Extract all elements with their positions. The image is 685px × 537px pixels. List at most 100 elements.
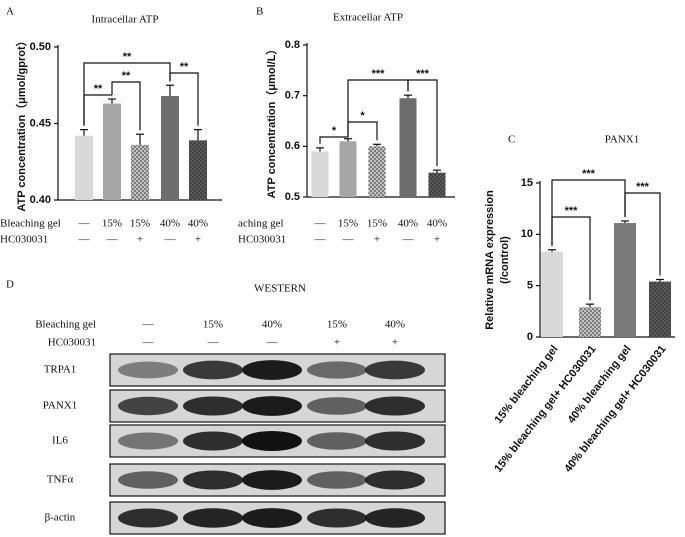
bar (161, 95, 179, 200)
bar (75, 135, 93, 200)
condition-value: — (142, 337, 155, 349)
x-row-value: + (137, 234, 143, 246)
significance-bracket (624, 192, 661, 276)
error-bar (166, 84, 174, 96)
blot-band (307, 361, 367, 379)
blot-band (183, 396, 243, 416)
blot-label: TRPA1 (44, 364, 77, 376)
significance-bracket (169, 72, 199, 126)
significance-label: *** (416, 68, 430, 80)
error-bar (373, 143, 381, 147)
condition-label: HC030031 (48, 337, 96, 349)
x-row-value: 15% (102, 218, 122, 230)
significance-bracket (319, 134, 349, 144)
y-axis-label: ATP concentration（μmol/gprot） (15, 35, 28, 211)
y-tick-label: 0.50 (30, 41, 51, 53)
blot-band (242, 470, 302, 490)
y-tick-label: 15 (521, 177, 533, 189)
bar (649, 281, 671, 337)
x-tick-label: 15% bleaching gel (492, 343, 560, 426)
error-bar (316, 147, 324, 152)
x-row-value: 40% (398, 218, 418, 230)
x-row-value: — (164, 234, 177, 246)
x-row-value: + (374, 234, 380, 246)
panel-letter: B (256, 6, 263, 18)
y-axis-label: Relative mRNA expression (484, 190, 496, 330)
error-bar (136, 133, 144, 145)
significance-label: *** (372, 68, 386, 80)
x-row-value: — (106, 234, 119, 246)
x-row-value: — (78, 234, 91, 246)
significance-bracket (347, 121, 378, 141)
y-axis-label: (/control) (499, 236, 511, 284)
x-row-value: 15% (338, 218, 358, 230)
error-bar (344, 138, 352, 142)
significance-bracket (111, 81, 141, 131)
blot-label: IL6 (52, 435, 68, 447)
error-bar (108, 98, 116, 104)
y-tick-label: 0.45 (30, 117, 51, 129)
blot-band (365, 431, 425, 451)
blot-band (242, 396, 302, 416)
blot-band (365, 360, 425, 380)
blot-band (242, 360, 302, 380)
bar (368, 146, 386, 197)
panel-letter: C (508, 134, 515, 146)
blot-band (307, 397, 367, 415)
bar (339, 141, 357, 197)
blot-band (118, 396, 178, 416)
bar (311, 151, 329, 197)
y-tick-label: 0.40 (30, 194, 51, 206)
x-row-value: 40% (427, 218, 447, 230)
condition-value: 40% (385, 319, 405, 331)
error-bar (586, 303, 594, 308)
x-row-value: — (402, 234, 415, 246)
blot-band (307, 471, 367, 489)
x-row-label: HC030031 (0, 234, 48, 246)
y-tick-label: 0.6 (285, 140, 300, 152)
x-row-value: + (195, 234, 201, 246)
blot-band (118, 432, 178, 450)
x-tick-label: 40% bleaching gel (565, 343, 633, 426)
blot-band (242, 508, 302, 528)
blot-band (307, 508, 367, 528)
panel-title: WESTERN (254, 283, 306, 295)
significance-label: * (332, 125, 337, 137)
blot-band (118, 471, 178, 489)
x-row-value: 15% (130, 218, 150, 230)
panel-letter: D (6, 279, 14, 291)
significance-bracket (347, 79, 409, 135)
bar (399, 98, 417, 197)
y-tick-label: 0 (527, 331, 533, 343)
bar (131, 144, 149, 200)
significance-label: ** (94, 83, 103, 95)
significance-label: * (360, 110, 365, 122)
error-bar (80, 129, 88, 136)
x-row-value: — (78, 218, 91, 230)
x-row-value: + (434, 234, 440, 246)
bar (428, 172, 446, 197)
error-bar (433, 169, 441, 173)
significance-label: ** (122, 70, 131, 82)
blot-band (118, 508, 178, 528)
condition-value: + (334, 337, 340, 349)
error-bar (548, 249, 556, 252)
blot-band (307, 432, 367, 450)
bar (614, 223, 636, 337)
condition-value: 40% (262, 319, 282, 331)
x-row-value: 40% (188, 218, 208, 230)
bar (189, 140, 207, 200)
error-bar (404, 94, 412, 99)
y-tick-label: 0.5 (285, 191, 300, 203)
blot-band (183, 508, 243, 528)
blot-label: β-actin (45, 512, 76, 524)
y-tick-label: 10 (521, 228, 533, 240)
significance-label: ** (123, 51, 132, 63)
blot-band (118, 361, 178, 379)
condition-value: — (207, 337, 220, 349)
blot-band (365, 396, 425, 416)
significance-bracket (407, 79, 438, 167)
blot-label: TNFα (47, 474, 74, 486)
blot-band (183, 360, 243, 380)
